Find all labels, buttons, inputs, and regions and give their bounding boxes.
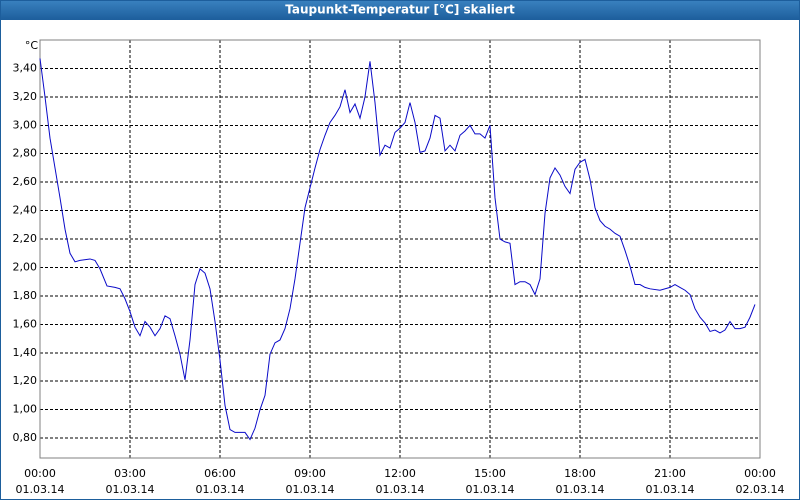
x-tick-label: 00:00 — [744, 467, 776, 480]
y-tick-label: 2,80 — [13, 147, 38, 160]
x-tick-date: 02.03.14 — [736, 483, 785, 496]
x-tick-label: 09:00 — [294, 467, 326, 480]
y-unit: °C — [25, 39, 39, 52]
y-tick-label: 1,00 — [13, 403, 38, 416]
x-tick-label: 00:00 — [24, 467, 56, 480]
x-tick-label: 21:00 — [654, 467, 686, 480]
y-tick-label: 0,80 — [13, 431, 38, 444]
chart-title: Taupunkt-Temperatur [°C] skaliert — [285, 3, 515, 17]
plot: 0,80 1,00 1,20 1,40 1,60 1,80 2,00 2,20 2,40 2,60… — [13, 39, 785, 496]
x-tick-date: 01.03.14 — [196, 483, 245, 496]
x-tick-label: 18:00 — [564, 467, 596, 480]
x-tick-date: 01.03.14 — [556, 483, 605, 496]
x-tick-label: 12:00 — [384, 467, 416, 480]
y-tick-label: 1,80 — [13, 289, 38, 302]
x-tick-date: 01.03.14 — [376, 483, 425, 496]
y-tick-label: 2,40 — [13, 204, 38, 217]
data-line — [39, 58, 756, 441]
x-tick-label: 15:00 — [474, 467, 506, 480]
title-bar — [0, 0, 800, 20]
y-tick-label: 1,40 — [13, 346, 38, 359]
y-tick-label: 1,60 — [13, 317, 38, 330]
plot-border — [39, 39, 761, 459]
y-tick-label: 3,20 — [13, 90, 38, 103]
x-tick-date: 01.03.14 — [16, 483, 65, 496]
x-tick-date: 01.03.14 — [646, 483, 695, 496]
y-tick-label: 2,20 — [13, 232, 38, 245]
x-tick-date: 01.03.14 — [106, 483, 155, 496]
y-tick-label: 3,40 — [13, 61, 38, 74]
x-tick-label: 06:00 — [204, 467, 236, 480]
y-tick-label: 2,60 — [13, 175, 38, 188]
x-tick-date: 01.03.14 — [466, 483, 515, 496]
x-tick-date: 01.03.14 — [286, 483, 335, 496]
x-tick-label: 03:00 — [114, 467, 146, 480]
y-tick-label: 1,20 — [13, 374, 38, 387]
y-tick-label: 3,00 — [13, 118, 38, 131]
y-tick-label: 2,00 — [13, 260, 38, 273]
